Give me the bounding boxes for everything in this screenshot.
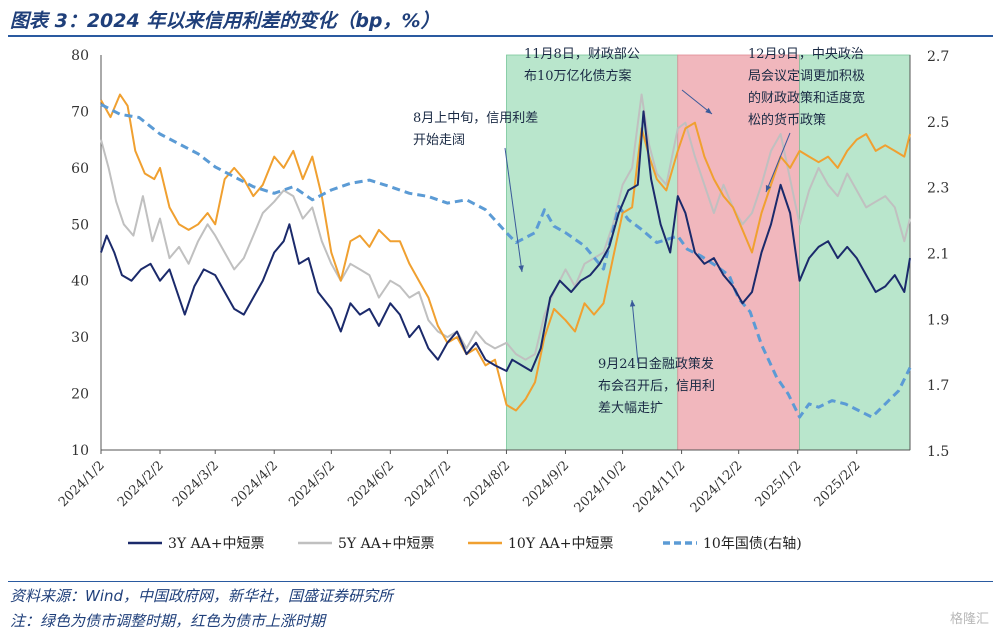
x-tick-label: 2024/11/2 — [631, 458, 689, 516]
x-tick-label: 2024/10/2 — [572, 458, 630, 516]
annotation-3-line: 差大幅走扩 — [598, 401, 663, 416]
y-left-tick-label: 30 — [71, 330, 89, 346]
y-right-tick-label: 2.7 — [927, 49, 949, 65]
y-left-tick-label: 50 — [71, 217, 89, 233]
x-tick-label: 2024/7/2 — [402, 458, 454, 510]
y-left-tick-label: 40 — [71, 274, 89, 290]
x-tick-label: 2024/6/2 — [345, 458, 397, 510]
color-note: 注：绿色为债市调整时期，红色为债市上涨时期 — [10, 612, 326, 630]
y-left-tick-label: 60 — [71, 161, 89, 177]
x-tick-label: 2024/3/2 — [170, 458, 222, 510]
y-right-tick-label: 2.3 — [927, 181, 949, 197]
annotation-arrowhead — [765, 185, 771, 192]
annotation-1-line: 的财政政策和适度宽 — [748, 90, 865, 106]
y-left-tick-label: 10 — [71, 443, 89, 459]
annotation-arrowhead — [518, 265, 524, 272]
shaded-period-green-2 — [799, 54, 911, 451]
x-tick-label: 2024/12/2 — [688, 458, 746, 516]
annotation-arrowhead — [629, 300, 636, 307]
y-right-tick-label: 2.5 — [927, 115, 949, 131]
annotation-arrow — [631, 299, 639, 364]
x-tick-label: 2024/4/2 — [229, 458, 281, 510]
title-divider — [8, 35, 993, 37]
y-left-tick-label: 80 — [71, 48, 89, 64]
series-line-3 — [100, 103, 912, 419]
legend-label-1: 5Y AA+中短票 — [338, 536, 435, 552]
annotation-0-line: 11月8日，财政部公 — [524, 47, 640, 62]
annotation-3-line: 9月24日金融政策发 — [598, 356, 714, 372]
credit-spread-chart: 10 20 30 40 50 60 70 80 1.5 1.7 1.9 2.1 2.3 2.5 2.7 202… — [56, 47, 949, 552]
series-line-1 — [100, 93, 911, 361]
annotation-arrowhead — [705, 107, 712, 114]
legend-label-0: 3Y AA+中短票 — [168, 536, 265, 552]
annotation-1-line: 局会议定调更加积极 — [748, 69, 865, 84]
x-tick-label: 2025/1/2 — [753, 458, 805, 510]
annotation-3-line: 布会召开后，信用利 — [598, 379, 715, 394]
series-line-2 — [100, 93, 911, 412]
legend-label-3: 10年国债(右轴) — [703, 536, 802, 552]
annotation-2-line: 8月上中旬，信用利差 — [413, 111, 538, 126]
y-right-tick-label: 1.5 — [927, 444, 949, 460]
annotation-arrow — [765, 132, 791, 193]
annotation-arrow — [504, 147, 523, 273]
footer-divider — [8, 581, 993, 582]
series-line-0 — [100, 110, 911, 372]
source-note: 资料来源：Wind，中国政府网，新华社，国盛证券研究所 — [10, 587, 394, 605]
y-left-tick-label: 70 — [71, 104, 89, 120]
x-tick-label: 2024/9/2 — [520, 458, 572, 510]
x-tick-label: 2024/8/2 — [461, 458, 513, 510]
annotation-2-line: 开始走阔 — [413, 133, 465, 148]
y-right-tick-label: 1.9 — [927, 312, 949, 328]
legend-label-2: 10Y AA+中短票 — [508, 536, 613, 552]
series-lines — [100, 93, 912, 419]
legend: 3Y AA+中短票 5Y AA+中短票 10Y AA+中短票 10年国债(右轴) — [128, 536, 802, 552]
period-shading — [506, 54, 911, 451]
x-tick-label: 2024/2/2 — [115, 458, 167, 510]
x-tick-label: 2024/1/2 — [56, 458, 108, 510]
y-left-tick-label: 20 — [71, 387, 89, 403]
annotation-1-line: 松的货币政策 — [748, 112, 826, 128]
y-right-tick-label: 1.7 — [927, 378, 949, 394]
watermark-logo: 格隆汇 — [949, 612, 989, 627]
shaded-period-red-1 — [677, 54, 800, 451]
annotation-0-line: 布10万亿化债方案 — [524, 68, 632, 84]
x-tick-label: 2025/2/2 — [812, 458, 864, 510]
y-right-tick-label: 2.1 — [927, 247, 949, 263]
annotation-1-line: 12月9日，中央政治 — [748, 47, 864, 62]
chart-title: 图表 3：2024 年以来信用利差的变化（bp，%） — [10, 10, 440, 32]
x-tick-label: 2024/5/2 — [286, 458, 338, 510]
